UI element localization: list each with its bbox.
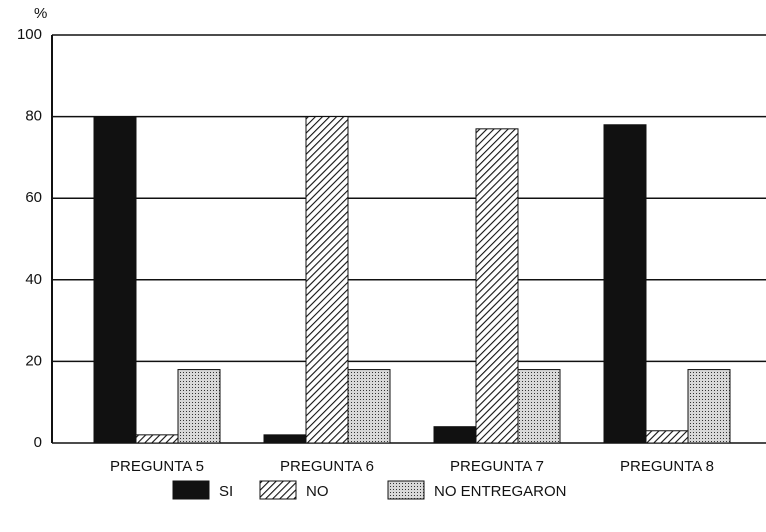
y-tick-label: 40	[25, 271, 42, 288]
bar	[603, 124, 647, 444]
legend-label: SI	[219, 483, 233, 500]
y-tick-label: 60	[25, 189, 42, 206]
y-tick-label: 20	[25, 352, 42, 369]
x-tick-label: PREGUNTA 6	[280, 458, 374, 475]
bar	[475, 128, 519, 444]
bar	[687, 369, 731, 444]
bar	[517, 369, 561, 444]
legend-label: NO	[306, 483, 329, 500]
bar	[305, 116, 349, 444]
legend-swatch	[387, 480, 425, 500]
x-tick-label: PREGUNTA 7	[450, 458, 544, 475]
legend-swatch	[172, 480, 210, 500]
y-tick-label: 80	[25, 108, 42, 125]
legend-label: NO ENTREGARON	[434, 483, 567, 500]
y-tick-label: 0	[34, 434, 42, 451]
bar	[433, 426, 477, 444]
bar	[135, 434, 179, 444]
bar	[177, 369, 221, 444]
legend-swatch	[259, 480, 297, 500]
bar	[93, 116, 137, 444]
bar	[347, 369, 391, 444]
bar	[645, 430, 689, 444]
y-axis-label: %	[34, 5, 47, 22]
bar	[263, 434, 307, 444]
y-tick-label: 100	[17, 26, 42, 43]
x-tick-label: PREGUNTA 8	[620, 458, 714, 475]
x-tick-label: PREGUNTA 5	[110, 458, 204, 475]
